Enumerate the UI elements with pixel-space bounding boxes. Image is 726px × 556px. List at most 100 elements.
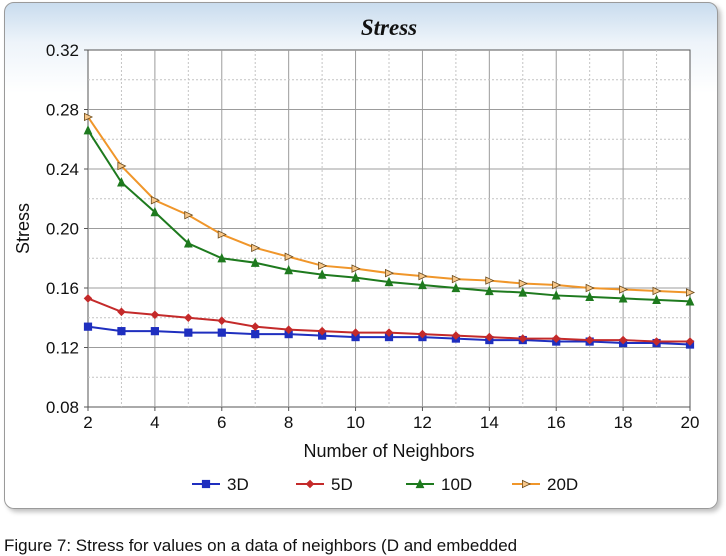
x-tick-label: 14: [480, 413, 499, 432]
data-point-10d: [518, 287, 528, 297]
data-point-10d: [351, 272, 360, 282]
data-point-10d: [685, 296, 695, 306]
legend-marker-20d: [522, 479, 532, 489]
data-point-3d: [150, 327, 159, 336]
data-point-20d: [184, 210, 194, 220]
data-point-10d: [117, 177, 126, 187]
data-point-3d: [117, 327, 126, 336]
data-point-20d: [284, 252, 294, 261]
y-tick-label: 0.20: [46, 220, 79, 239]
data-point-20d: [117, 161, 127, 171]
x-tick-label: 18: [614, 413, 633, 432]
data-point-10d: [284, 264, 294, 275]
data-point-5d: [551, 334, 561, 343]
chart-title: Stress: [361, 15, 417, 40]
data-point-5d: [485, 332, 494, 342]
data-point-20d: [485, 276, 495, 285]
data-point-10d: [250, 257, 260, 267]
data-point-5d: [652, 337, 661, 346]
y-axis-label: Stress: [13, 203, 33, 254]
legend-item-20d: 20D: [512, 475, 578, 494]
data-point-5d: [317, 326, 327, 336]
data-point-5d: [217, 316, 227, 326]
legend-item-10d: 10D: [406, 475, 472, 494]
data-point-20d: [318, 261, 328, 270]
y-tick-label: 0.12: [46, 339, 79, 358]
data-point-3d: [217, 328, 226, 337]
data-point-10d: [652, 294, 661, 304]
data-point-20d: [686, 288, 696, 297]
data-point-5d: [685, 337, 695, 346]
y-tick-label: 0.16: [46, 279, 79, 298]
series-5d: [83, 294, 695, 346]
legend-item-3d: 3D: [192, 475, 249, 494]
legend-label-3d: 3D: [227, 475, 249, 494]
data-point-10d: [384, 276, 394, 287]
data-point-20d: [217, 230, 227, 239]
data-point-10d: [585, 291, 595, 302]
data-point-3d: [184, 328, 193, 337]
data-point-10d: [183, 238, 193, 248]
data-point-10d: [217, 252, 227, 263]
data-point-5d: [184, 313, 193, 323]
x-tick-label: 16: [547, 413, 566, 432]
data-point-10d: [451, 282, 461, 293]
data-point-5d: [585, 335, 594, 345]
data-point-5d: [451, 331, 461, 340]
legend-marker-3d: [201, 479, 211, 489]
data-point-20d: [351, 264, 361, 273]
legend: 3D 5D 10D 20D: [192, 475, 578, 494]
data-point-10d: [418, 279, 427, 290]
x-axis-label: Number of Neighbors: [303, 441, 474, 461]
series-10d: [83, 125, 695, 306]
legend-label-20d: 20D: [547, 475, 578, 494]
axes: 2 4 6 8 10 12 14 16 18 20 0.08 0.12 0.16 0.20 0.24 0.28…: [46, 41, 700, 432]
x-tick-label: 8: [284, 413, 293, 432]
data-point-20d: [552, 280, 562, 290]
data-point-5d: [618, 335, 628, 345]
legend-marker-10d: [415, 478, 425, 489]
series-layer: [83, 112, 696, 349]
x-tick-label: 20: [681, 413, 700, 432]
data-point-20d: [518, 279, 528, 288]
x-tick-label: 4: [150, 413, 159, 432]
x-tick-label: 6: [217, 413, 226, 432]
data-point-5d: [117, 307, 126, 317]
data-point-5d: [518, 334, 528, 343]
data-point-20d: [84, 112, 94, 122]
y-tick-label: 0.28: [46, 101, 79, 120]
data-point-10d: [317, 269, 327, 279]
y-tick-label: 0.24: [46, 160, 79, 179]
data-point-10d: [551, 290, 561, 300]
y-tick-label: 0.08: [46, 398, 79, 417]
data-point-5d: [418, 329, 427, 339]
data-point-10d: [150, 206, 160, 217]
data-point-5d: [284, 325, 293, 334]
data-point-5d: [150, 310, 160, 320]
data-point-3d: [251, 330, 260, 339]
legend-label-10d: 10D: [441, 475, 472, 494]
data-point-5d: [384, 328, 394, 337]
data-point-10d: [83, 125, 93, 135]
data-point-20d: [384, 268, 395, 278]
data-point-10d: [618, 293, 628, 303]
data-point-20d: [585, 283, 595, 293]
data-point-5d: [250, 322, 260, 331]
series-20d: [84, 112, 696, 297]
legend-label-5d: 5D: [331, 475, 353, 494]
y-tick-label: 0.32: [46, 41, 79, 60]
figure-caption: Figure 7: Stress for values on a data of…: [4, 536, 518, 555]
legend-marker-5d: [305, 479, 315, 489]
data-point-20d: [652, 286, 662, 296]
stress-chart: 2 4 6 8 10 12 14 16 18 20 0.08 0.12 0.16 0.20 0.24 0.28…: [13, 15, 700, 494]
data-point-5d: [83, 294, 93, 303]
data-point-20d: [418, 271, 428, 281]
data-point-20d: [619, 285, 629, 294]
x-tick-label: 2: [83, 413, 92, 432]
data-point-20d: [150, 196, 160, 205]
data-point-20d: [451, 274, 461, 284]
data-point-10d: [484, 285, 494, 296]
data-point-20d: [251, 243, 261, 253]
x-tick-label: 10: [346, 413, 365, 432]
x-tick-label: 12: [413, 413, 432, 432]
